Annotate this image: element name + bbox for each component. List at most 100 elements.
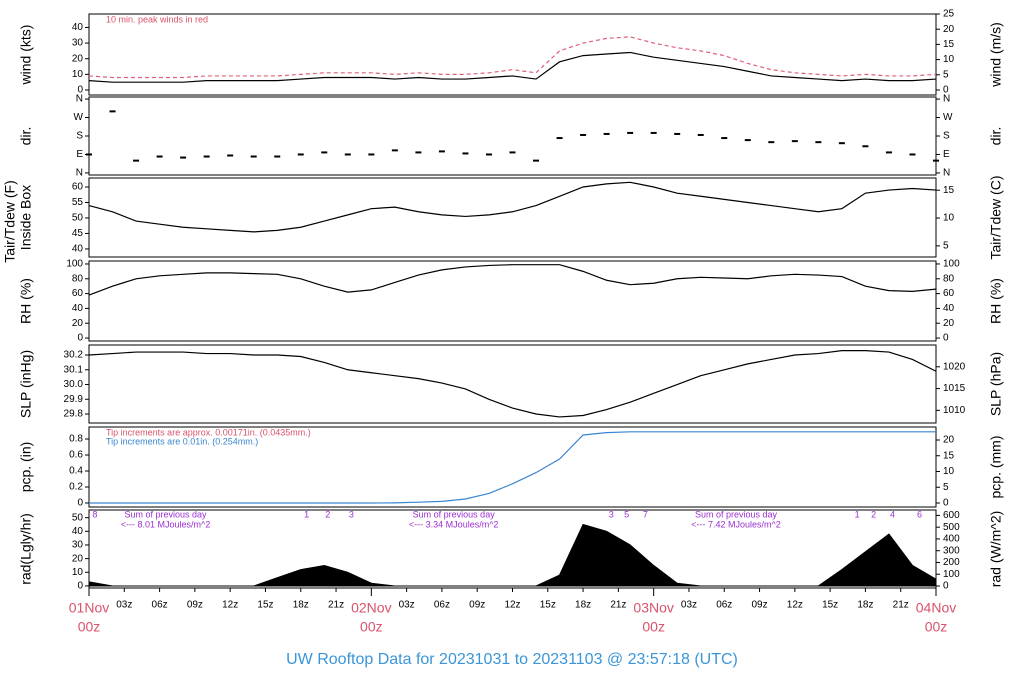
y2-tick-label: 10 [943, 466, 955, 477]
series-line [88, 350, 937, 418]
x-tick-label: 18z [857, 600, 873, 611]
day-label: 01Nov [69, 600, 109, 616]
x-tick-label: 21z [610, 600, 626, 611]
y-tick-label: 40 [72, 22, 84, 33]
panel-frame [88, 260, 937, 342]
y2-tick-label: 300 [943, 545, 960, 556]
y2-tick-label: 0 [943, 333, 949, 344]
y-tick-label: 29.9 [64, 394, 84, 405]
series-line [89, 431, 936, 504]
y2-axis-label: wind (m/s) [988, 22, 1004, 88]
y-tick-label: 50 [72, 512, 84, 523]
y-tick-label: N [76, 168, 83, 179]
y-axis-label: SLP (inHg) [18, 350, 34, 418]
y2-tick-label: E [943, 149, 950, 160]
day-sublabel: 00z [925, 619, 948, 635]
y-tick-label: 10 [72, 567, 84, 578]
panel-frame [88, 96, 937, 176]
y-tick-label: 30 [72, 38, 84, 49]
hour-marker: 1 [855, 509, 860, 519]
y2-tick-label: 1020 [943, 361, 966, 372]
sum-value: <--- 3.34 MJoules/m^2 [409, 519, 499, 529]
x-tick-label: 03z [681, 600, 697, 611]
panel-frame [88, 344, 937, 424]
x-tick-label: 06z [152, 600, 168, 611]
x-tick-label: 06z [716, 600, 732, 611]
hour-marker: 8 [92, 509, 97, 519]
panel-frame [88, 13, 937, 96]
y2-tick-label: 10 [943, 54, 955, 65]
y2-tick-label: 1015 [943, 383, 966, 394]
hour-marker: 1 [304, 509, 309, 519]
y-tick-label: 0.6 [69, 450, 83, 461]
x-tick-label: 15z [822, 600, 838, 611]
x-tick-label: 21z [893, 600, 909, 611]
y2-axis-label: Tair/Tdew (C) [988, 175, 1004, 259]
y-axis-label: dir. [18, 127, 34, 146]
y2-tick-label: 15 [943, 39, 955, 50]
y2-axis-label: rad (W/m^2) [988, 511, 1004, 588]
hour-marker: 5 [624, 509, 629, 519]
panel-frame [88, 177, 937, 258]
chart-title: UW Rooftop Data for 20231031 to 20231103… [286, 651, 738, 668]
y2-tick-label: 20 [943, 24, 955, 35]
x-tick-label: 09z [187, 600, 203, 611]
x-tick-label: 15z [540, 600, 556, 611]
y2-tick-label: 1010 [943, 405, 966, 416]
y2-tick-label: 0 [943, 498, 949, 509]
y2-tick-label: 200 [943, 557, 960, 568]
y2-tick-label: 100 [943, 569, 960, 580]
y-tick-label: 30.1 [64, 364, 84, 375]
day-sublabel: 00z [642, 619, 665, 635]
y-tick-label: 20 [72, 53, 84, 64]
series-line [88, 51, 937, 83]
y-tick-label: 30.0 [64, 379, 84, 390]
sum-label: Sum of previous day [124, 509, 207, 519]
y-axis-label: wind (kts) [18, 25, 34, 86]
y2-tick-label: S [943, 131, 950, 142]
y-tick-label: 0.4 [69, 466, 83, 477]
y-tick-label: W [74, 112, 84, 123]
y2-tick-label: 40 [943, 303, 955, 314]
y-tick-label: N [76, 94, 83, 105]
hour-marker: 3 [349, 509, 354, 519]
y2-tick-label: 5 [943, 69, 949, 80]
hour-marker: 4 [890, 509, 895, 519]
y-tick-label: 55 [72, 197, 84, 208]
x-tick-label: 12z [504, 600, 520, 611]
annotation: Tip increments are 0.01in. (0.254mm.) [106, 436, 258, 446]
day-label: 03Nov [633, 600, 673, 616]
y-tick-label: 30 [72, 540, 84, 551]
series-area [88, 523, 937, 587]
y2-tick-label: 10 [943, 213, 955, 224]
y-tick-label: 0 [77, 581, 83, 592]
x-tick-label: 12z [222, 600, 238, 611]
y-tick-label: 20 [72, 553, 84, 564]
hour-marker: 6 [917, 509, 922, 519]
y-tick-label: 29.8 [64, 409, 84, 420]
y2-tick-label: 60 [943, 288, 955, 299]
x-tick-label: 06z [434, 600, 450, 611]
y2-tick-label: N [943, 94, 950, 105]
y-tick-label: 45 [72, 228, 84, 239]
y-tick-label: 0.8 [69, 434, 83, 445]
y2-tick-label: W [943, 112, 953, 123]
y-axis-label: Inside Box [18, 185, 34, 250]
day-sublabel: 00z [78, 619, 101, 635]
y2-tick-label: 600 [943, 510, 960, 521]
sum-label: Sum of previous day [695, 509, 778, 519]
series-line [88, 181, 937, 233]
y2-tick-label: 80 [943, 273, 955, 284]
day-label: 02Nov [351, 600, 391, 616]
y2-tick-label: 5 [943, 482, 949, 493]
y-tick-label: 100 [66, 259, 83, 270]
panel-frame [88, 509, 937, 589]
y-axis-label: pcp. (in) [18, 442, 34, 493]
y2-tick-label: 500 [943, 522, 960, 533]
y2-axis-label: pcp. (mm) [988, 436, 1004, 499]
x-tick-label: 09z [469, 600, 485, 611]
y-tick-label: 50 [72, 213, 84, 224]
series-line [88, 36, 937, 79]
sum-value: <--- 8.01 MJoules/m^2 [121, 519, 211, 529]
y2-tick-label: 15 [943, 450, 955, 461]
